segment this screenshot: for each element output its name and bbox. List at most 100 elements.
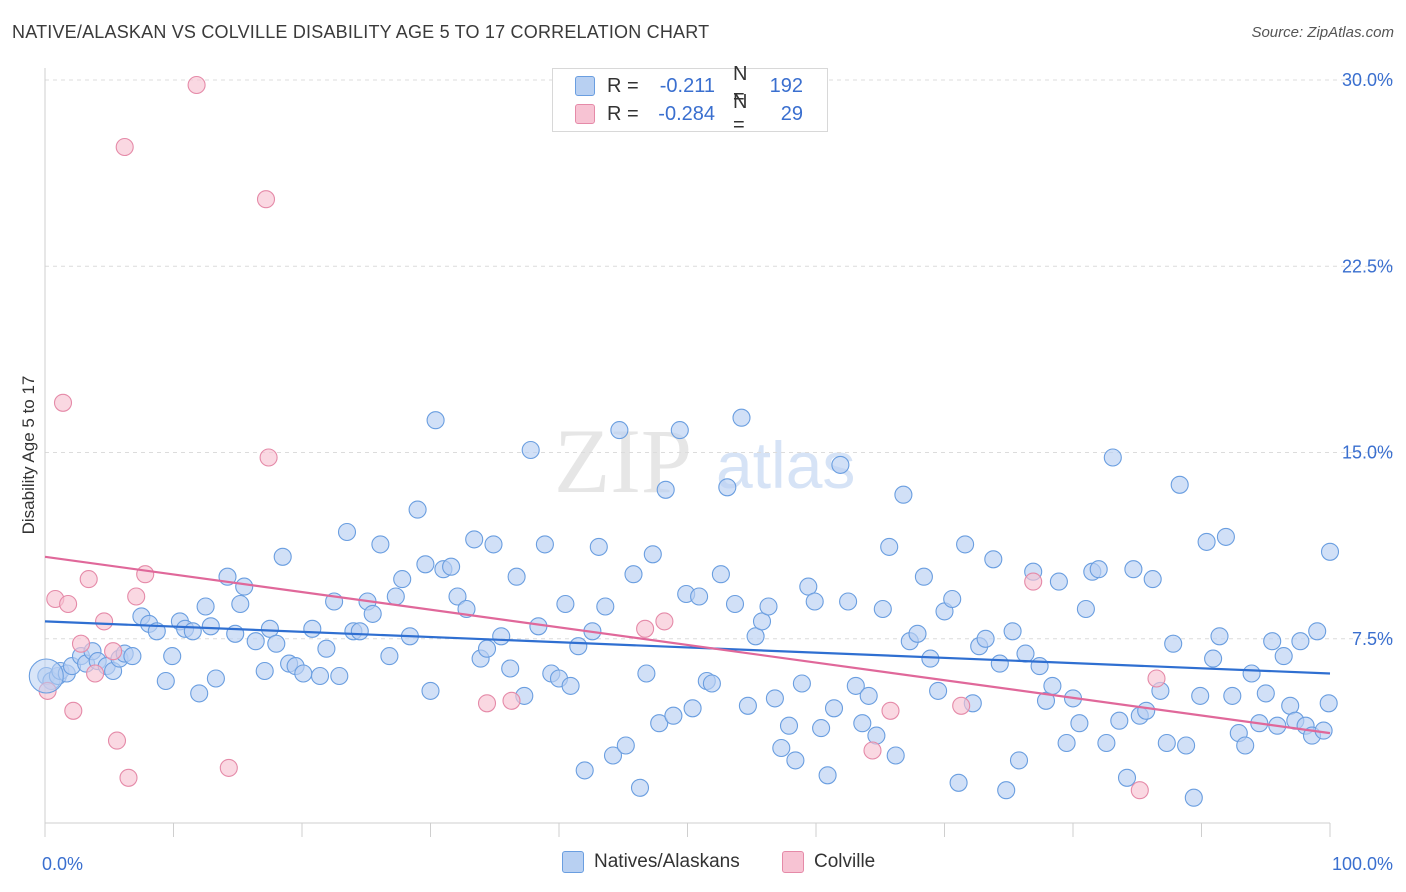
natives-point [812,719,831,738]
natives-point [1256,684,1275,703]
natives-point [1197,532,1216,551]
colville-point [1024,572,1043,591]
natives-point [416,555,435,574]
colville-point [655,612,674,631]
colville-point [863,741,882,760]
natives-point [1320,542,1340,561]
natives-point [1263,632,1282,651]
natives-point [1143,570,1162,589]
watermark: ZIP atlas [554,410,855,512]
legend-r-label: R = [607,102,639,125]
colville-point [1130,781,1149,800]
legend-n-label: N = [733,63,748,108]
colville-point [952,696,971,715]
natives-point [492,627,511,646]
trend-lines [44,555,1331,735]
natives-point [637,664,656,683]
natives-point [303,619,322,638]
natives-point [1070,714,1089,733]
colville-point [79,570,98,589]
natives-point [610,421,629,440]
y-tick-label: 30.0% [1342,70,1393,90]
colville-point [115,137,134,157]
natives-point [643,545,662,564]
natives-point [670,421,689,440]
natives-point [1117,768,1137,787]
natives-point [350,622,369,641]
colville-point [59,594,78,614]
natives-point [1308,622,1327,641]
natives-point [156,671,175,691]
natives-point [1191,686,1210,705]
natives-point [997,781,1016,800]
natives-point [867,726,886,745]
natives-point [371,535,390,554]
data-points [28,75,1340,807]
natives-point [805,592,824,611]
natives-point [294,664,313,683]
natives-point [267,634,286,653]
natives-point [1089,560,1108,579]
natives-point [1184,788,1203,807]
natives-point [1103,448,1122,467]
y-tick-label: 15.0% [1342,443,1393,463]
natives-point [656,480,675,499]
natives-point [273,547,292,566]
natives-point [501,659,520,678]
natives-point [1236,736,1255,755]
natives-point [786,751,805,770]
natives-point [569,637,588,656]
chart-title: NATIVE/ALASKAN VS COLVILLE DISABILITY AG… [12,22,710,42]
colville-point [636,619,655,638]
y-axis-label: Disability Age 5 to 17 [19,375,38,535]
legend-swatch-colville [575,104,595,124]
natives-point [521,440,540,460]
natives-point [956,535,975,554]
natives-point [1009,751,1029,770]
natives-point [752,612,772,631]
natives-point [589,537,608,556]
natives-point [616,736,635,755]
legend-r-label: R = [607,74,639,97]
series-swatch-natives [562,851,584,873]
natives-point [664,706,683,725]
legend-swatch-natives [575,76,595,96]
legend-r-value: -0.211 [659,74,715,97]
colville-point [1147,669,1166,688]
natives-point [507,567,526,586]
series-label-colville: Colville [814,851,876,872]
natives-point [943,589,962,609]
natives-point [386,587,405,606]
natives-point [772,738,791,758]
natives-point [765,689,784,708]
colville-trend-line [44,555,1331,735]
series-swatch-colville [782,851,804,873]
natives-point [1043,676,1062,695]
natives-point [363,604,382,623]
natives-point [831,455,850,474]
colville-point [187,75,206,95]
legend-n-value: 192 [769,74,803,97]
colville-point [53,393,73,412]
natives-point [596,597,615,616]
x-tick-label: 100.0% [1332,854,1393,874]
natives-point [624,565,643,584]
natives-point [1319,694,1338,713]
natives-point [1030,657,1049,676]
colville-point [104,642,123,661]
natives-point [408,500,427,519]
natives-point [873,599,892,619]
natives-point [1076,599,1095,619]
natives-point [426,411,445,430]
colville-point [107,731,127,750]
colville-point [259,448,278,467]
natives-point [880,537,899,556]
natives-point [1170,475,1189,494]
natives-point [859,686,878,705]
legend-row-natives: R = -0.211 N = 192 [575,63,803,108]
series-legend-colville: Colville [782,851,875,873]
legend-n-label: N = [733,91,748,136]
natives-point [1110,711,1129,730]
natives-point [183,622,202,641]
natives-point [1016,644,1035,663]
